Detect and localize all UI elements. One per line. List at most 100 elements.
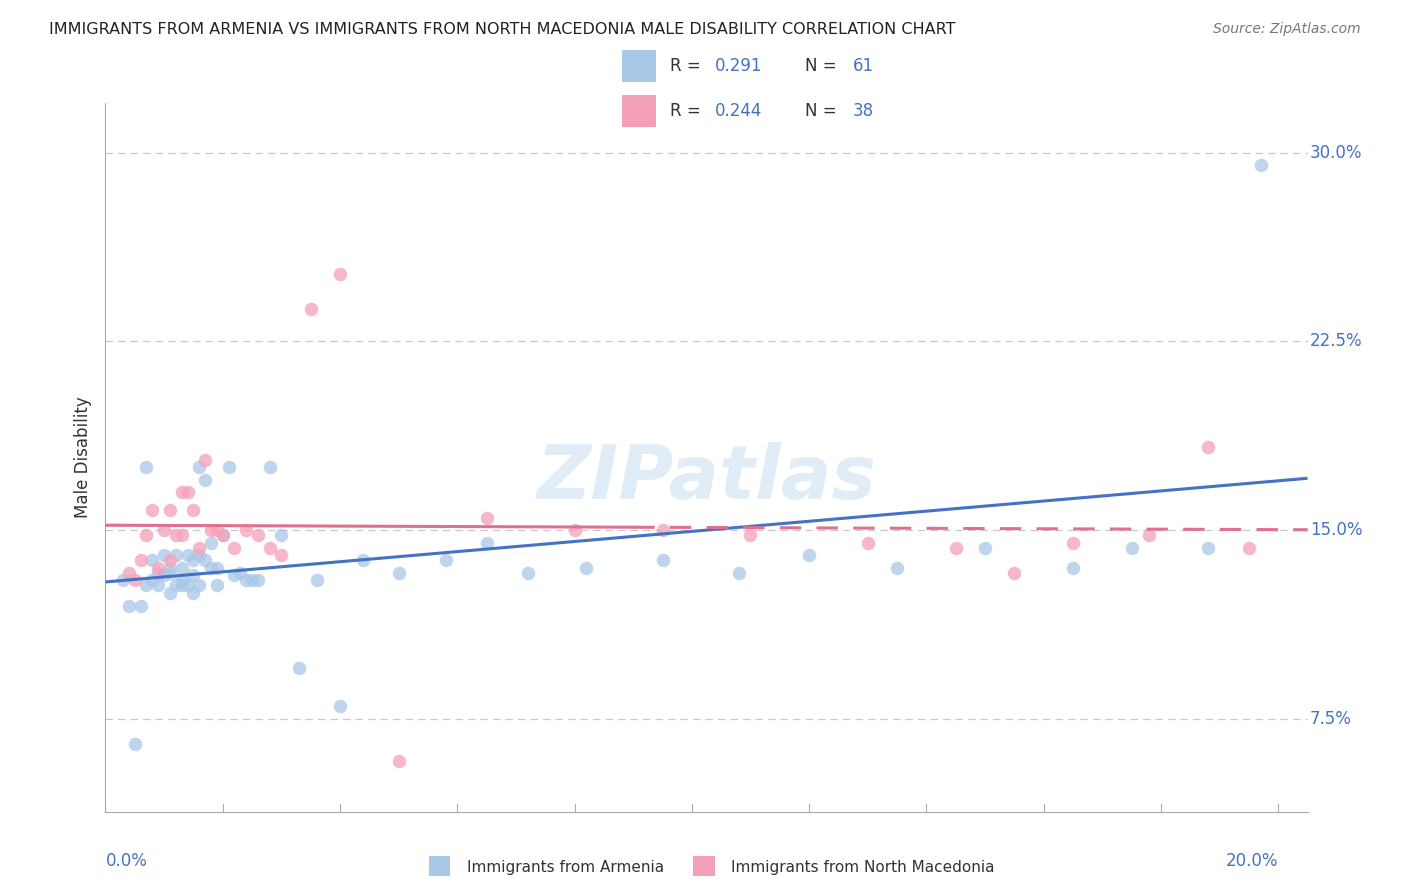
Point	[329, 699, 352, 714]
Point	[153, 523, 176, 537]
Point	[651, 523, 673, 537]
Point	[235, 574, 257, 588]
Point	[1197, 440, 1219, 454]
Text: IMMIGRANTS FROM ARMENIA VS IMMIGRANTS FROM NORTH MACEDONIA MALE DISABILITY CORRE: IMMIGRANTS FROM ARMENIA VS IMMIGRANTS FR…	[49, 22, 956, 37]
Point	[183, 568, 205, 582]
Point	[270, 528, 292, 542]
Point	[194, 452, 217, 467]
Text: N =: N =	[804, 103, 841, 120]
Point	[218, 460, 240, 475]
Point	[188, 578, 211, 592]
Point	[516, 566, 538, 580]
Point	[1062, 561, 1084, 575]
Point	[176, 485, 198, 500]
Point	[240, 574, 263, 588]
Point	[475, 510, 498, 524]
Point	[575, 561, 598, 575]
Text: 61: 61	[852, 57, 875, 75]
Point	[1137, 528, 1160, 542]
Point	[205, 578, 228, 592]
Point	[165, 578, 187, 592]
Point	[159, 586, 181, 600]
Point	[205, 523, 228, 537]
Text: 0.291: 0.291	[716, 57, 762, 75]
Text: 0.0%: 0.0%	[105, 852, 148, 870]
Text: R =: R =	[671, 57, 706, 75]
Bar	[621, 95, 657, 128]
Point	[159, 553, 181, 567]
Point	[148, 566, 170, 580]
Bar	[621, 50, 657, 82]
Point	[135, 460, 157, 475]
Point	[170, 528, 193, 542]
Point	[183, 586, 205, 600]
Point	[112, 574, 135, 588]
Point	[259, 460, 281, 475]
Point	[270, 548, 292, 562]
Point	[329, 267, 352, 281]
Point	[159, 503, 181, 517]
Point	[727, 566, 749, 580]
Point	[246, 528, 269, 542]
Point	[475, 535, 498, 549]
Point	[159, 561, 181, 575]
Point	[974, 541, 997, 555]
Point	[176, 578, 198, 592]
Point	[1250, 158, 1272, 172]
Point	[200, 523, 222, 537]
Point	[945, 541, 967, 555]
Point	[305, 574, 328, 588]
Point	[224, 568, 246, 582]
Point	[353, 553, 375, 567]
Point	[135, 528, 157, 542]
Point	[118, 566, 141, 580]
Point	[194, 553, 217, 567]
Text: R =: R =	[671, 103, 706, 120]
Point	[740, 528, 762, 542]
Point	[141, 553, 163, 567]
Point	[124, 574, 146, 588]
Text: 0.244: 0.244	[716, 103, 762, 120]
Point	[1197, 541, 1219, 555]
Point	[200, 561, 222, 575]
Point	[1237, 541, 1260, 555]
Point	[124, 737, 146, 751]
Text: N =: N =	[804, 57, 841, 75]
Point	[183, 503, 205, 517]
Point	[211, 528, 233, 542]
Point	[170, 574, 193, 588]
Point	[205, 561, 228, 575]
Text: 38: 38	[852, 103, 875, 120]
Point	[141, 503, 163, 517]
Point	[224, 541, 246, 555]
Point	[148, 578, 170, 592]
Y-axis label: Male Disability: Male Disability	[75, 396, 93, 518]
Point	[194, 473, 217, 487]
Point	[135, 578, 157, 592]
Point	[170, 578, 193, 592]
Point	[200, 535, 222, 549]
Point	[246, 574, 269, 588]
Text: 30.0%: 30.0%	[1310, 144, 1362, 161]
Point	[1062, 535, 1084, 549]
Point	[1002, 566, 1025, 580]
Text: Immigrants from North Macedonia: Immigrants from North Macedonia	[731, 860, 994, 874]
Point	[129, 553, 152, 567]
Point	[886, 561, 908, 575]
Point	[153, 568, 176, 582]
Point	[299, 301, 322, 316]
Text: Immigrants from Armenia: Immigrants from Armenia	[467, 860, 664, 874]
Point	[118, 599, 141, 613]
Point	[651, 553, 673, 567]
Text: ZIPatlas: ZIPatlas	[537, 442, 876, 515]
Point	[176, 548, 198, 562]
Point	[141, 574, 163, 588]
Point	[165, 548, 187, 562]
Point	[211, 528, 233, 542]
Point	[148, 561, 170, 575]
Point	[159, 566, 181, 580]
Point	[1121, 541, 1143, 555]
Point	[288, 661, 311, 675]
Point	[183, 553, 205, 567]
Text: Source: ZipAtlas.com: Source: ZipAtlas.com	[1213, 22, 1361, 37]
